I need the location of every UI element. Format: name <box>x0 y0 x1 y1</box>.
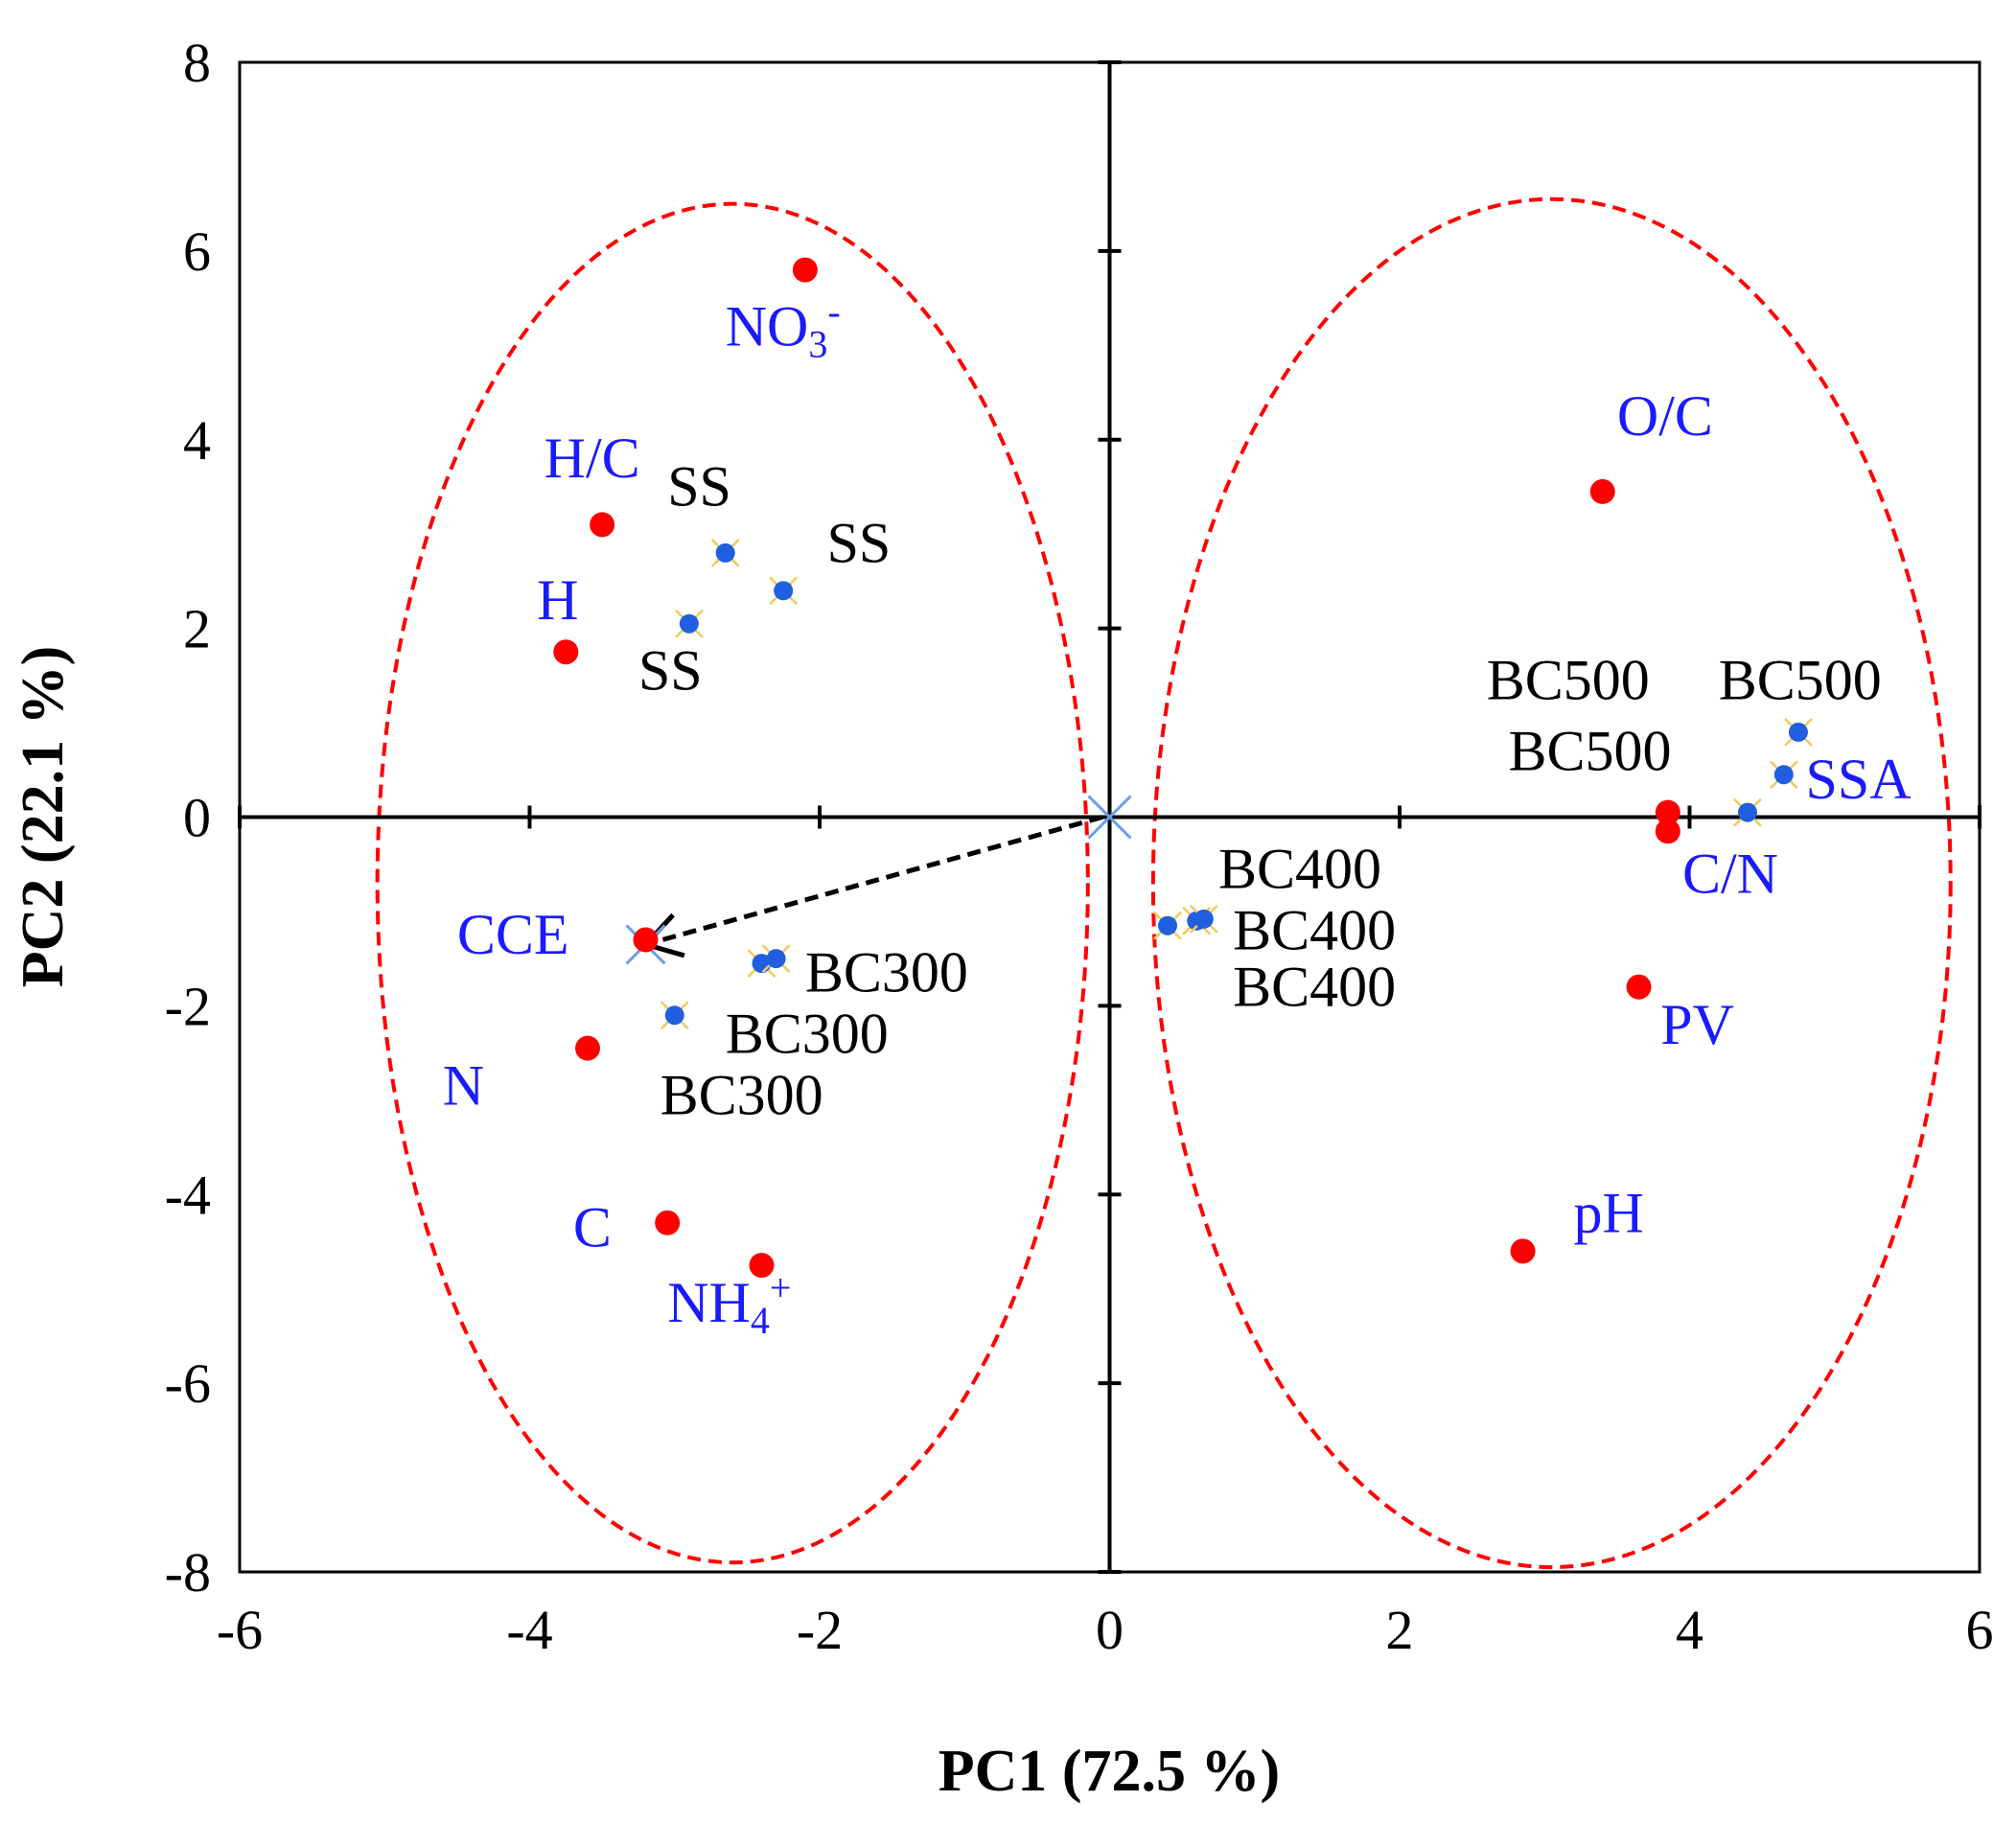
variable-label: C <box>573 1195 612 1258</box>
sample-point <box>1773 765 1794 785</box>
variable-label: NH4+ <box>667 1266 791 1342</box>
cluster-ellipse-2 <box>1150 196 1953 1570</box>
x-axis-title: PC1 (72.5 %) <box>938 1739 1280 1804</box>
variable-point <box>1655 799 1680 825</box>
variable-point <box>655 1210 681 1235</box>
x-tick-label: 2 <box>1386 1599 1414 1661</box>
sample-point <box>1738 802 1757 822</box>
sample-point <box>1158 915 1177 935</box>
variable-label: pH <box>1574 1182 1644 1245</box>
sample-point <box>664 1005 684 1026</box>
labels-group: NO3- H/C H CCE N C NH4+ O/C SSA C/N PV pH SS SS SS BC30… <box>443 289 1912 1342</box>
y-tick-label: 2 <box>183 598 211 660</box>
ellipses-group <box>375 196 1953 1570</box>
variable-point <box>633 927 659 953</box>
y-tick-label: -2 <box>165 975 211 1037</box>
variable-label: N <box>443 1054 484 1118</box>
x-tick-label: -6 <box>217 1599 263 1661</box>
sample-point <box>766 949 786 969</box>
y-tick-label: 8 <box>183 32 211 94</box>
variable-point <box>749 1253 775 1279</box>
sample-label: BC300 <box>726 1003 889 1066</box>
x-tick-label: 0 <box>1096 1599 1124 1661</box>
x-tick-label: 4 <box>1676 1599 1703 1661</box>
y-tick-label: 0 <box>183 787 211 849</box>
sample-point <box>774 581 794 601</box>
sample-point <box>679 613 699 634</box>
variable-point <box>590 512 615 538</box>
variable-point <box>553 639 579 665</box>
variable-label: O/C <box>1617 384 1713 448</box>
sample-label: BC300 <box>805 941 968 1004</box>
variable-label: H <box>537 568 578 632</box>
y-tick-label: -6 <box>165 1352 211 1415</box>
points-group <box>553 257 1813 1279</box>
sample-label: BC500 <box>1487 648 1650 711</box>
y-tick-label: -8 <box>165 1541 211 1604</box>
sample-label: SS <box>827 512 892 575</box>
variable-label: H/C <box>545 427 640 490</box>
sample-label: BC500 <box>1719 648 1882 711</box>
cluster-ellipse-1 <box>375 201 1090 1565</box>
sample-label: SS <box>638 639 703 703</box>
variable-point <box>575 1035 600 1061</box>
variable-label: PV <box>1660 993 1734 1056</box>
y-tick-label: 6 <box>183 220 211 283</box>
sample-label: SS <box>667 455 731 519</box>
origin-marker <box>1087 795 1132 840</box>
variable-point <box>1589 478 1615 504</box>
variable-label: SSA <box>1806 748 1912 811</box>
sample-label: BC400 <box>1218 837 1381 900</box>
variable-point <box>1626 974 1652 1000</box>
y-axis-title: PC2 (22.1 %) <box>11 646 76 987</box>
sample-label: BC400 <box>1233 898 1396 961</box>
sample-point <box>1788 722 1808 742</box>
y-tick-label: -4 <box>165 1164 211 1226</box>
variable-point <box>1510 1238 1536 1264</box>
sample-label: BC500 <box>1508 719 1671 782</box>
variable-label: CCE <box>457 903 569 966</box>
loading-arrow-group <box>625 795 1132 965</box>
x-tick-label: -4 <box>506 1599 552 1661</box>
variable-point <box>792 257 818 283</box>
sample-label: BC400 <box>1233 955 1396 1018</box>
variable-label: NO3- <box>726 289 841 365</box>
sample-point <box>1193 909 1214 929</box>
sample-point <box>715 543 735 563</box>
variable-label: C/N <box>1682 842 1778 905</box>
variable-point <box>1655 819 1680 844</box>
x-tick-label: -2 <box>797 1599 843 1661</box>
loading-arrow-shaft <box>644 815 1103 947</box>
sample-label: BC300 <box>660 1064 823 1127</box>
x-tick-label: 6 <box>1966 1599 1994 1661</box>
y-tick-label: 4 <box>183 409 211 472</box>
